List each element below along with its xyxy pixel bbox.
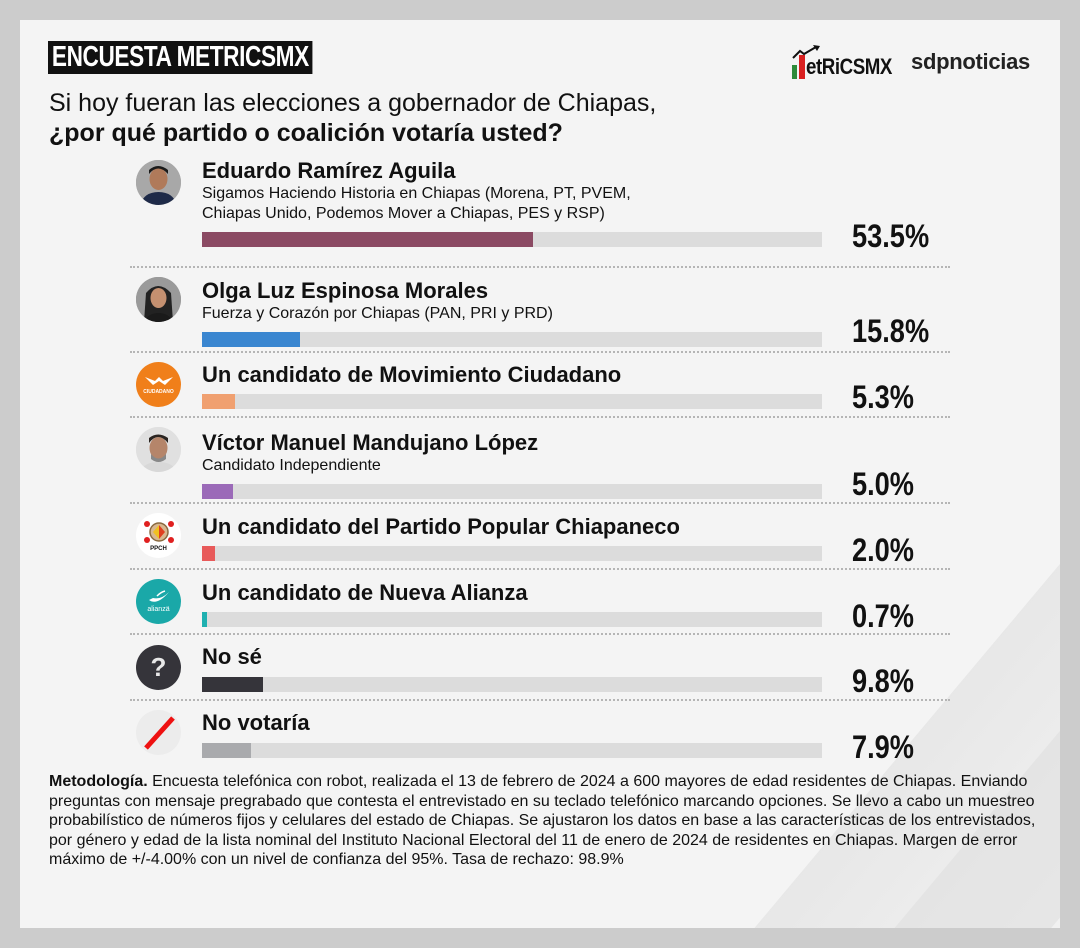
brand-logos: etRiCSMX sdpnoticias	[791, 42, 1030, 82]
result-row: Eduardo Ramírez Aguila Sigamos Haciendo …	[130, 156, 950, 268]
option-name: Eduardo Ramírez Aguila	[202, 158, 456, 183]
candidate-photo-icon	[136, 427, 181, 472]
option-name: Olga Luz Espinosa Morales	[202, 278, 489, 303]
percentage-value: 53.5%	[852, 218, 930, 254]
metricsmx-logo-text: etRiCSMX	[805, 54, 892, 79]
bar-track	[202, 677, 822, 692]
question-line-1: Si hoy fueran las elecciones a gobernado…	[49, 89, 657, 117]
metricsmx-logo: etRiCSMX	[791, 45, 895, 79]
option-name: Un candidato del Partido Popular Chiapan…	[202, 514, 680, 539]
bar-track	[202, 743, 822, 758]
sdpnoticias-logo: sdpnoticias	[911, 49, 1030, 74]
bar-fill	[202, 394, 235, 409]
methodology-text: Encuesta telefónica con robot, realizada…	[49, 773, 1036, 868]
percentage-value: 5.3%	[852, 379, 914, 415]
bar-fill	[202, 332, 300, 347]
bar-track	[202, 484, 822, 499]
option-coalition: Fuerza y Corazón por Chiapas (PAN, PRI y…	[202, 305, 553, 322]
option-name: No votaría	[202, 710, 310, 735]
ppch-logo-text: PPCH	[150, 545, 167, 552]
bar-fill	[202, 484, 233, 499]
result-row: No votaría 7.9%	[130, 701, 950, 767]
candidate-photo-icon	[136, 160, 181, 205]
result-row: Víctor Manuel Mandujano López Candidato …	[130, 418, 950, 504]
bar-track	[202, 546, 822, 561]
bar-fill	[202, 232, 533, 247]
percentage-value: 9.8%	[852, 663, 914, 699]
percentage-value: 15.8%	[852, 313, 930, 349]
option-name: No sé	[202, 644, 262, 669]
logo-red-bar	[798, 55, 805, 79]
question-glyph: ?	[150, 652, 167, 682]
percentage-value: 7.9%	[852, 729, 914, 765]
bar-fill	[202, 612, 207, 627]
nueva-alianza-logo-icon: alianzä	[136, 579, 181, 624]
trend-arrow-icon	[792, 45, 820, 59]
option-name: Un candidato de Nueva Alianza	[202, 580, 528, 605]
option-name: Víctor Manuel Mandujano López	[202, 430, 539, 455]
result-row: PPCH Un candidato del Partido Popular Ch…	[130, 504, 950, 570]
candidate-photo-icon	[136, 277, 181, 322]
percentage-value: 5.0%	[852, 466, 914, 502]
percentage-value: 2.0%	[852, 532, 914, 568]
bar-fill	[202, 546, 215, 561]
survey-title: ENCUESTA METRICSMX	[48, 41, 313, 74]
result-row: ? No sé 9.8%	[130, 635, 950, 701]
poll-card: ENCUESTA METRICSMX etRiCSMX sdpnoticias …	[20, 20, 1060, 928]
mc-logo-text: CIUDADANO	[143, 388, 174, 395]
option-name: Un candidato de Movimiento Ciudadano	[202, 362, 622, 387]
bar-track	[202, 394, 822, 409]
result-row: CIUDADANO Un candidato de Movimiento Ciu…	[130, 353, 950, 418]
results-list: Eduardo Ramírez Aguila Sigamos Haciendo …	[130, 156, 950, 767]
alianza-logo-text: alianzä	[147, 606, 170, 613]
bar-fill	[202, 677, 263, 692]
bar-track	[202, 612, 822, 627]
result-row: Olga Luz Espinosa Morales Fuerza y Coraz…	[130, 268, 950, 353]
bar-fill	[202, 743, 251, 758]
methodology-note: Metodología. Encuesta telefónica con rob…	[49, 772, 1039, 870]
option-coalition: Sigamos Haciendo Historia en Chiapas (Mo…	[202, 185, 631, 202]
percentage-value: 0.7%	[852, 598, 914, 634]
logo-green-bar	[791, 65, 797, 79]
slash-no-vote-icon	[136, 710, 181, 755]
option-coalition: Chiapas Unido, Podemos Mover a Chiapas, …	[202, 205, 605, 222]
methodology-label: Metodología.	[49, 773, 148, 790]
ppch-logo-icon: PPCH	[136, 513, 181, 558]
movimiento-ciudadano-logo-icon: CIUDADANO	[136, 362, 181, 407]
question-line-2: ¿por qué partido o coalición votaría ust…	[49, 119, 563, 147]
question-mark-icon: ?	[136, 645, 181, 690]
bar-track	[202, 232, 822, 247]
option-coalition: Candidato Independiente	[202, 457, 381, 474]
survey-question: Si hoy fueran las elecciones a gobernado…	[49, 88, 656, 148]
bar-track	[202, 332, 822, 347]
result-row: alianzä Un candidato de Nueva Alianza 0.…	[130, 570, 950, 635]
